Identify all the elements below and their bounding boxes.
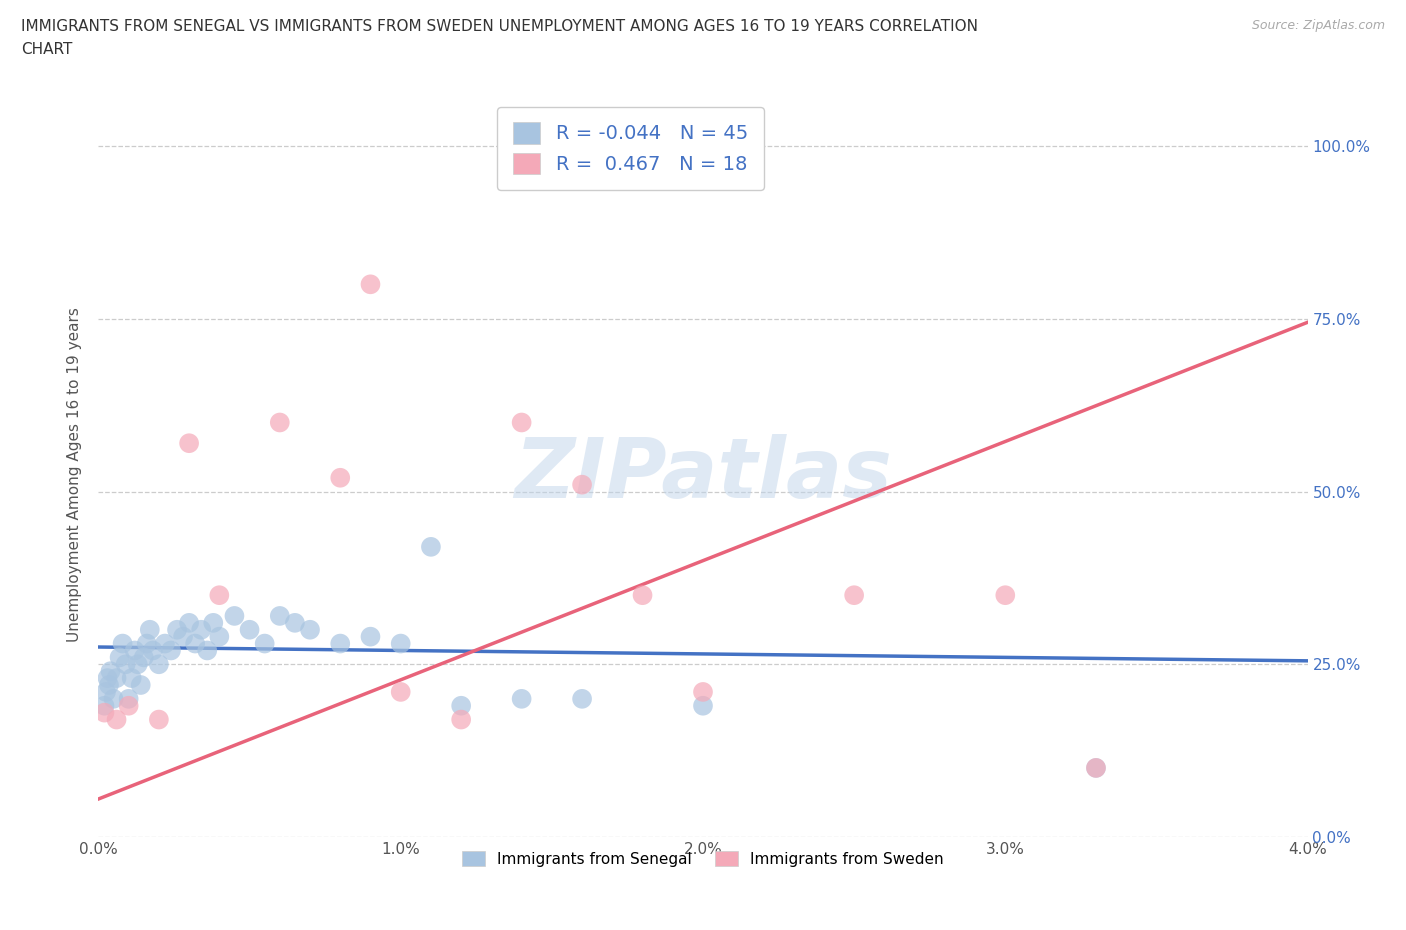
- Point: [114, 657, 136, 671]
- Point: [153, 636, 176, 651]
- Point: [284, 616, 307, 631]
- Point: [360, 277, 382, 292]
- Point: [103, 691, 125, 706]
- Point: [299, 622, 322, 637]
- Point: [118, 698, 141, 713]
- Point: [389, 636, 412, 651]
- Point: [100, 664, 122, 679]
- Point: [329, 636, 352, 651]
- Point: [208, 630, 231, 644]
- Point: [571, 477, 593, 492]
- Point: [148, 712, 170, 727]
- Point: [224, 608, 246, 623]
- Point: [93, 698, 115, 713]
- Text: ZIPatlas: ZIPatlas: [515, 433, 891, 515]
- Y-axis label: Unemployment Among Ages 16 to 19 years: Unemployment Among Ages 16 to 19 years: [66, 307, 82, 642]
- Point: [420, 539, 443, 554]
- Point: [96, 671, 118, 685]
- Point: [166, 622, 188, 637]
- Point: [1085, 761, 1108, 776]
- Point: [93, 705, 115, 720]
- Point: [179, 616, 201, 631]
- Point: [105, 712, 128, 727]
- Point: [994, 588, 1017, 603]
- Point: [184, 636, 207, 651]
- Point: [239, 622, 262, 637]
- Point: [160, 643, 183, 658]
- Point: [195, 643, 218, 658]
- Point: [94, 684, 117, 699]
- Point: [148, 657, 170, 671]
- Point: [124, 643, 146, 658]
- Point: [129, 678, 152, 693]
- Point: [269, 415, 291, 430]
- Point: [631, 588, 654, 603]
- Point: [389, 684, 412, 699]
- Point: [172, 630, 194, 644]
- Point: [329, 471, 352, 485]
- Point: [118, 691, 141, 706]
- Point: [108, 650, 131, 665]
- Legend: Immigrants from Senegal, Immigrants from Sweden: Immigrants from Senegal, Immigrants from…: [456, 845, 950, 873]
- Point: [450, 698, 472, 713]
- Point: [98, 678, 121, 693]
- Text: Source: ZipAtlas.com: Source: ZipAtlas.com: [1251, 19, 1385, 32]
- Point: [202, 616, 225, 631]
- Point: [1085, 761, 1108, 776]
- Point: [132, 650, 155, 665]
- Point: [179, 436, 201, 451]
- Point: [269, 608, 291, 623]
- Point: [253, 636, 276, 651]
- Point: [105, 671, 128, 685]
- Point: [139, 622, 162, 637]
- Point: [121, 671, 143, 685]
- Point: [510, 691, 533, 706]
- Point: [510, 415, 533, 430]
- Point: [571, 691, 593, 706]
- Point: [111, 636, 134, 651]
- Point: [692, 684, 714, 699]
- Point: [142, 643, 165, 658]
- Text: IMMIGRANTS FROM SENEGAL VS IMMIGRANTS FROM SWEDEN UNEMPLOYMENT AMONG AGES 16 TO : IMMIGRANTS FROM SENEGAL VS IMMIGRANTS FR…: [21, 19, 979, 33]
- Point: [450, 712, 472, 727]
- Point: [692, 698, 714, 713]
- Point: [127, 657, 149, 671]
- Point: [190, 622, 212, 637]
- Text: CHART: CHART: [21, 42, 73, 57]
- Point: [135, 636, 157, 651]
- Point: [844, 588, 866, 603]
- Point: [360, 630, 382, 644]
- Point: [208, 588, 231, 603]
